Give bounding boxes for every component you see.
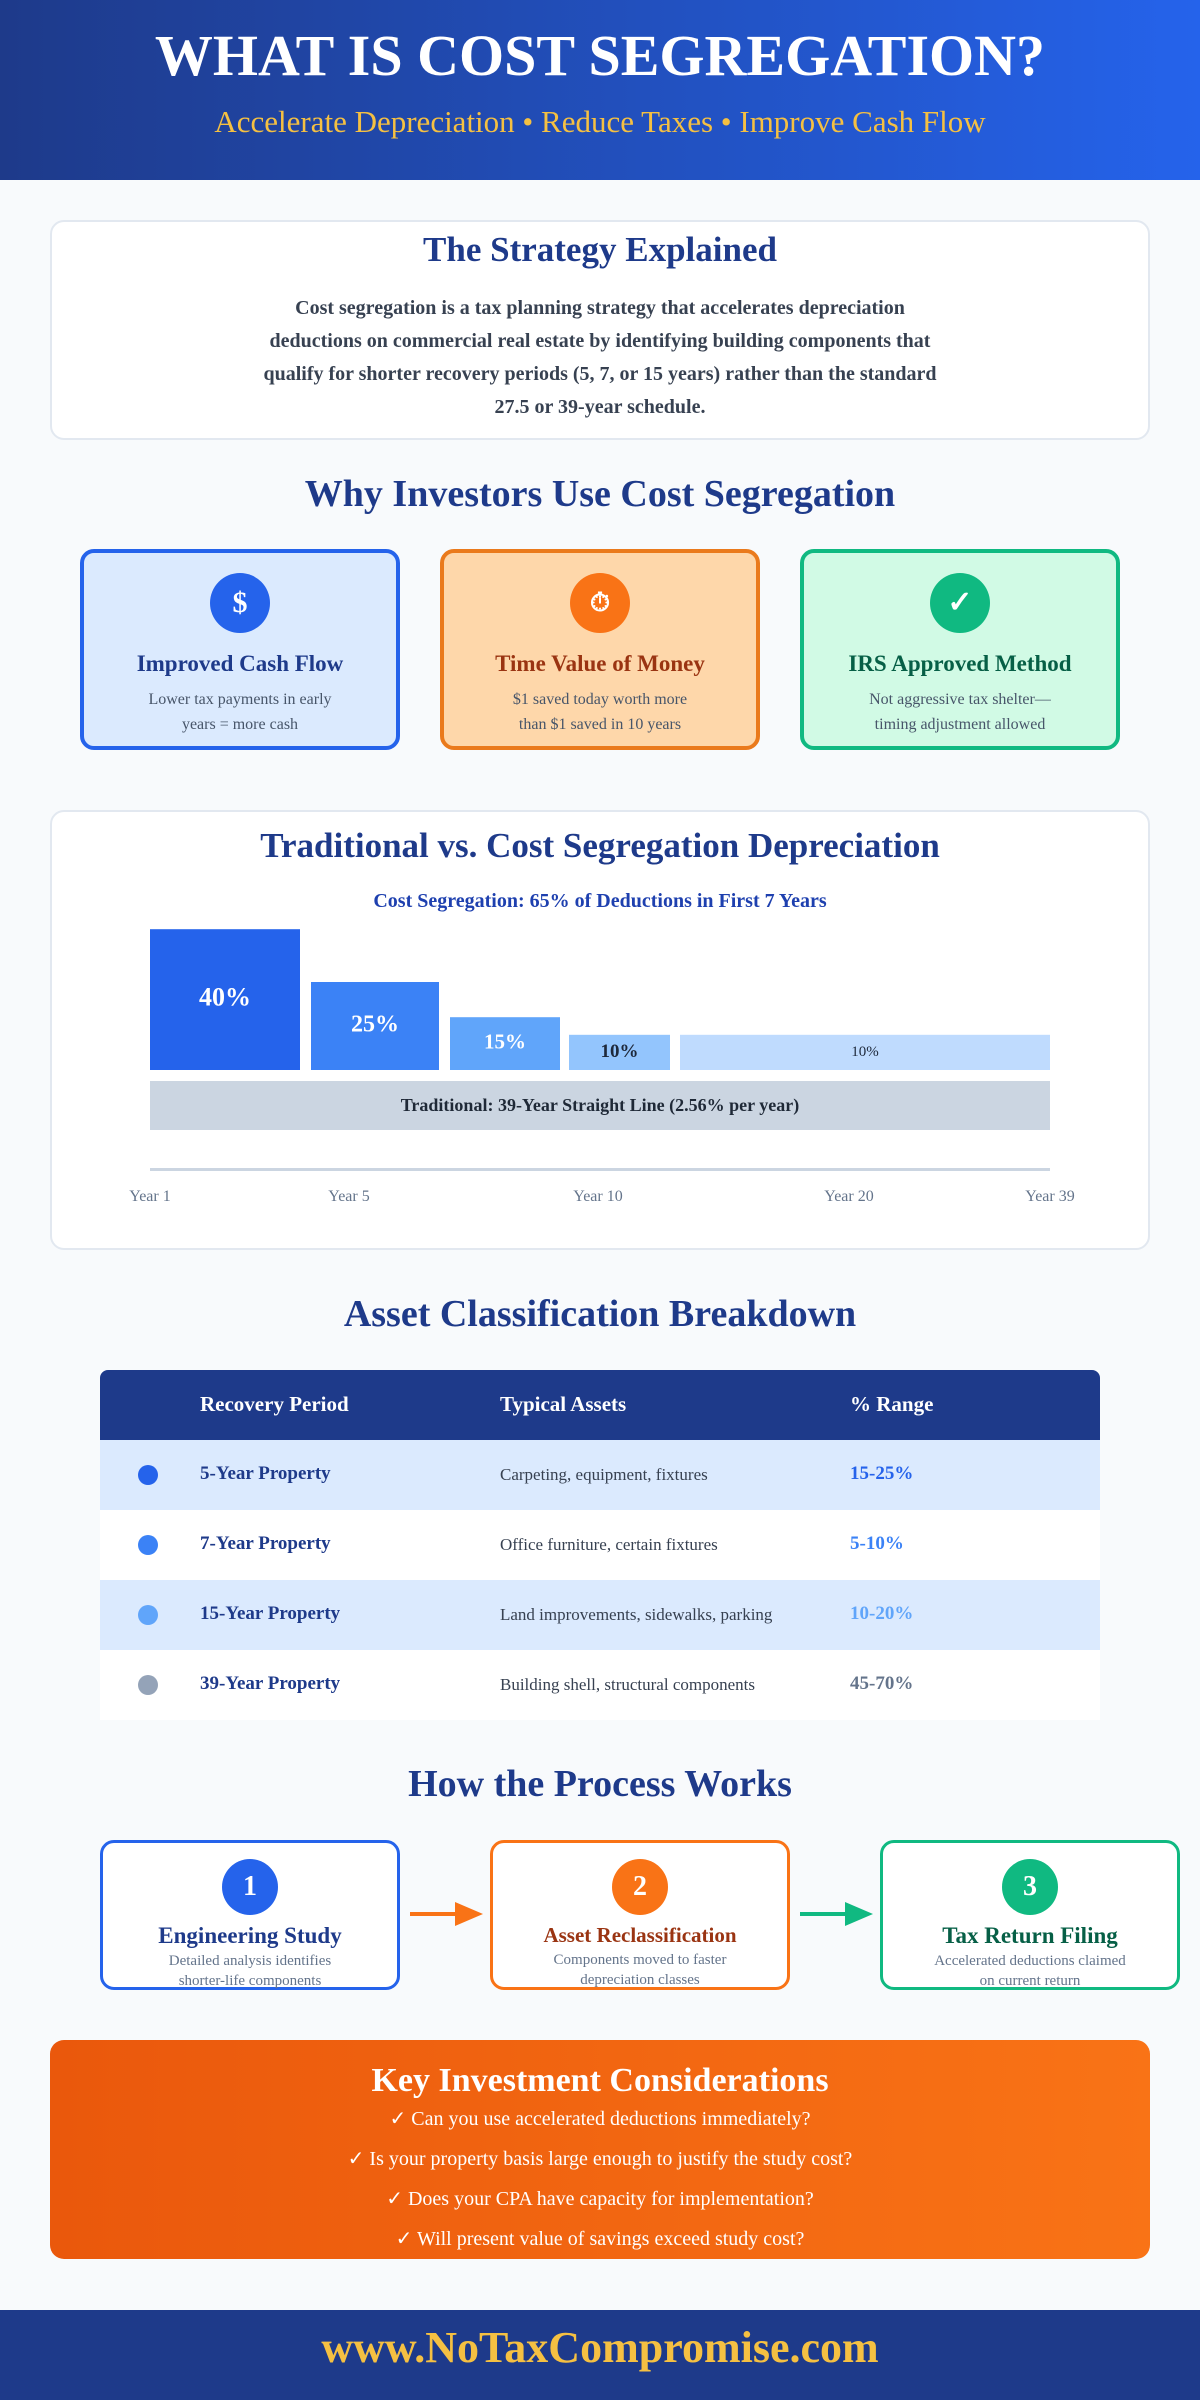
bar-chart: 40% 25% 15% 10% 10%	[150, 929, 1050, 1070]
bar-label: 15%	[484, 1029, 526, 1053]
icon: ⏱	[570, 573, 630, 633]
bar	[150, 929, 300, 1070]
card-title: Time Value of Money	[495, 651, 705, 676]
card-text: Not aggressive tax shelter—timing adjust…	[869, 691, 1051, 733]
header	[0, 0, 1200, 180]
traditional-bar: Traditional: 39-Year Straight Line (2.56…	[150, 1081, 1050, 1130]
step-text: Components moved to faster depreciation …	[553, 1952, 727, 1988]
bar	[680, 1034, 1050, 1070]
card-text: Lower tax payments in early years = more…	[148, 691, 332, 733]
header-subtitle: Accelerate Depreciation • Reduce Taxes •…	[214, 104, 986, 139]
strategy-title: The Strategy Explained	[423, 230, 777, 269]
considerations-title: Key Investment Considerations	[371, 2062, 829, 2099]
step-title: Asset Reclassification	[543, 1923, 737, 1947]
assets-title: Asset Classification Breakdown	[343, 1293, 857, 1335]
step-title: Engineering Study	[158, 1923, 342, 1948]
table-row: 5-Year Property Carpeting, equipment, fix…	[100, 1440, 1100, 1510]
bar-label: 10%	[851, 1044, 879, 1060]
process-title: How the Process Works	[408, 1763, 792, 1805]
consideration: ✓ Is your property basis large enough to…	[347, 2148, 853, 2170]
strategy-body: Cost segregation is a tax planning strat…	[263, 297, 937, 418]
header-cell: Recovery Period	[200, 1392, 349, 1416]
card-title: IRS Approved Method	[848, 651, 1072, 676]
period: 5-Year Property	[200, 1463, 331, 1484]
step-number: 3	[1002, 1859, 1058, 1915]
range: 5-10%	[850, 1533, 904, 1554]
chart-title: Traditional vs. Cost Segregation Depreci…	[260, 826, 940, 865]
row-dot	[138, 1675, 158, 1695]
chart-subtitle: Cost Segregation: 65% of Deductions in F…	[373, 890, 827, 912]
consideration: ✓ Does your CPA have capacity for implem…	[386, 2188, 814, 2210]
strategy-card	[50, 220, 1150, 440]
bar-label: 10%	[601, 1041, 639, 1062]
step: 1 Engineering Study Detailed analysis id…	[100, 1840, 400, 1990]
year-label: Year 20	[824, 1188, 874, 1205]
year-label: Year 39	[1025, 1188, 1075, 1205]
range: 10-20%	[850, 1603, 914, 1624]
row-dot	[138, 1605, 158, 1625]
bar	[569, 1034, 670, 1070]
row-dot	[138, 1535, 158, 1555]
considerations-box	[50, 2040, 1150, 2259]
icon: ✓	[930, 573, 990, 633]
step: 2 Asset Reclassification Components move…	[490, 1840, 790, 1990]
icon: $	[210, 573, 270, 633]
card-text: $1 saved today worth more than $1 saved …	[512, 691, 688, 733]
header-cell: Typical Assets	[500, 1392, 627, 1416]
timeline	[150, 1168, 1050, 1171]
bar-label: 40%	[199, 983, 251, 1012]
period: 7-Year Property	[200, 1533, 331, 1554]
bar-label: 25%	[351, 1012, 399, 1038]
step-number: 1	[222, 1859, 278, 1915]
footer	[0, 2310, 1200, 2400]
why-title: Why Investors Use Cost Segregation	[304, 473, 896, 515]
step: 3 Tax Return Filing Accelerated deductio…	[880, 1840, 1180, 1990]
range: 45-70%	[850, 1673, 914, 1694]
header-cell: % Range	[850, 1392, 934, 1416]
table-header	[100, 1370, 1100, 1440]
assets: Office furniture, certain fixtures	[500, 1535, 718, 1554]
period: 39-Year Property	[200, 1673, 341, 1694]
table-row: 39-Year Property Building shell, structur…	[100, 1650, 1100, 1720]
assets: Building shell, structural components	[500, 1675, 755, 1694]
header-title: WHAT IS COST SEGREGATION?	[154, 23, 1046, 88]
year-label: Year 1	[129, 1188, 171, 1205]
table-row: 7-Year Property Office furniture, certain…	[100, 1510, 1100, 1580]
why-card: $ Improved Cash Flow Lower tax payments …	[80, 549, 400, 750]
step-text: Accelerated deductions claimed on curren…	[934, 1953, 1126, 1989]
step-title: Tax Return Filing	[942, 1923, 1118, 1948]
arrow-head	[845, 1902, 873, 1926]
asset-table: Recovery Period Typical Assets % Range 5…	[100, 1370, 1100, 1720]
consideration: ✓ Can you use accelerated deductions imm…	[389, 2108, 811, 2130]
arrows	[410, 1902, 873, 1926]
bar	[450, 1017, 560, 1070]
period: 15-Year Property	[200, 1603, 341, 1624]
table-row: 15-Year Property Land improvements, sidew…	[100, 1580, 1100, 1650]
assets: Carpeting, equipment, fixtures	[500, 1465, 708, 1484]
bar	[311, 982, 439, 1070]
why-card: ✓ IRS Approved Method Not aggressive tax…	[800, 549, 1120, 750]
step-number: 2	[612, 1859, 668, 1915]
consideration: ✓ Will present value of savings exceed s…	[395, 2228, 805, 2250]
footer-url[interactable]: www.NoTaxCompromise.com	[321, 2323, 879, 2372]
why-card: ⏱ Time Value of Money $1 saved today wor…	[440, 549, 760, 750]
arrow-head	[455, 1902, 483, 1926]
card-title: Improved Cash Flow	[136, 651, 344, 676]
range: 15-25%	[850, 1463, 914, 1484]
step-text: Detailed analysis identifies shorter-lif…	[168, 1953, 332, 1989]
assets: Land improvements, sidewalks, parking	[500, 1605, 773, 1624]
year-label: Year 5	[328, 1188, 370, 1205]
year-label: Year 10	[573, 1188, 623, 1205]
row-dot	[138, 1465, 158, 1485]
